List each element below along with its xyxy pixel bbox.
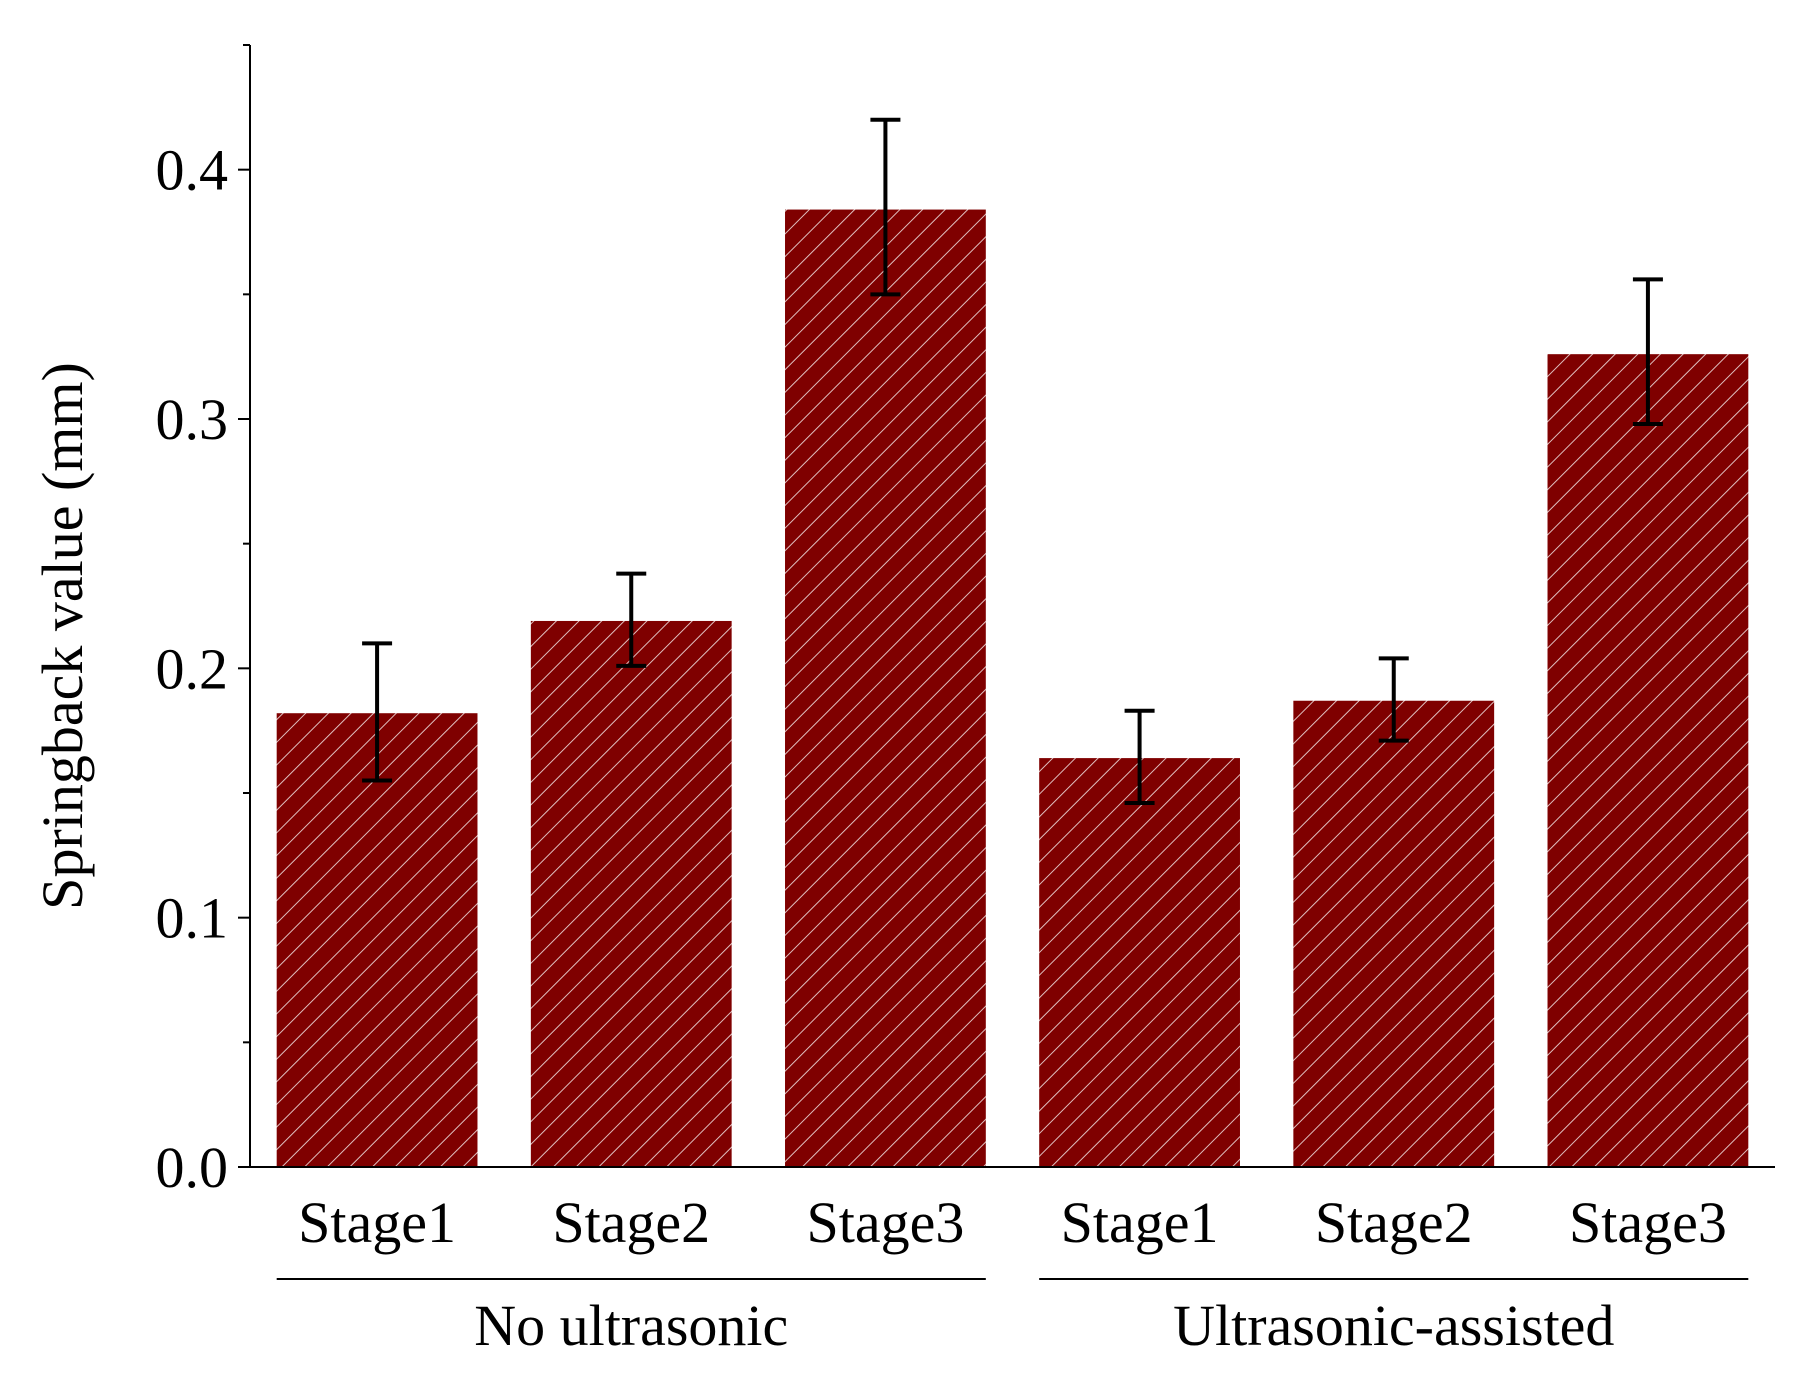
error-bars-layer: [362, 117, 1663, 805]
bar-stage2: [1293, 700, 1495, 1167]
y-tick-label: 0.3: [156, 387, 229, 452]
x-category-label: Stage1: [1061, 1190, 1219, 1255]
x-category-label: Stage2: [552, 1190, 710, 1255]
bar-stage1: [1039, 758, 1240, 1167]
x-category-label: Stage3: [1569, 1190, 1727, 1255]
y-tick-label: 0.1: [156, 886, 229, 951]
bars-layer: [276, 209, 1749, 1167]
group-label: Ultrasonic-assisted: [1173, 1293, 1614, 1358]
x-category-label: Stage3: [806, 1190, 964, 1255]
x-category-label: Stage2: [1315, 1190, 1473, 1255]
bar-stage2: [530, 620, 732, 1167]
y-ticks: 0.0 0.1 0.2 0.3 0.4: [156, 44, 250, 1200]
x-category-label: Stage1: [298, 1190, 456, 1255]
y-axis-title: Springback value (mm): [30, 362, 95, 910]
y-tick-label: 0.0: [156, 1135, 229, 1200]
group-label: No ultrasonic: [474, 1293, 788, 1358]
y-tick-label: 0.2: [156, 636, 229, 701]
y-tick-label: 0.4: [156, 138, 229, 203]
bar-stage3: [785, 209, 986, 1167]
bar-stage3: [1547, 354, 1749, 1167]
bar-stage1: [276, 713, 478, 1167]
x-category-labels: Stage1 Stage2 Stage3 Stage1 Stage2 Stage3: [298, 1190, 1727, 1255]
axes: [249, 45, 1775, 1168]
group-labels: No ultrasonic Ultrasonic-assisted: [276, 1278, 1749, 1358]
